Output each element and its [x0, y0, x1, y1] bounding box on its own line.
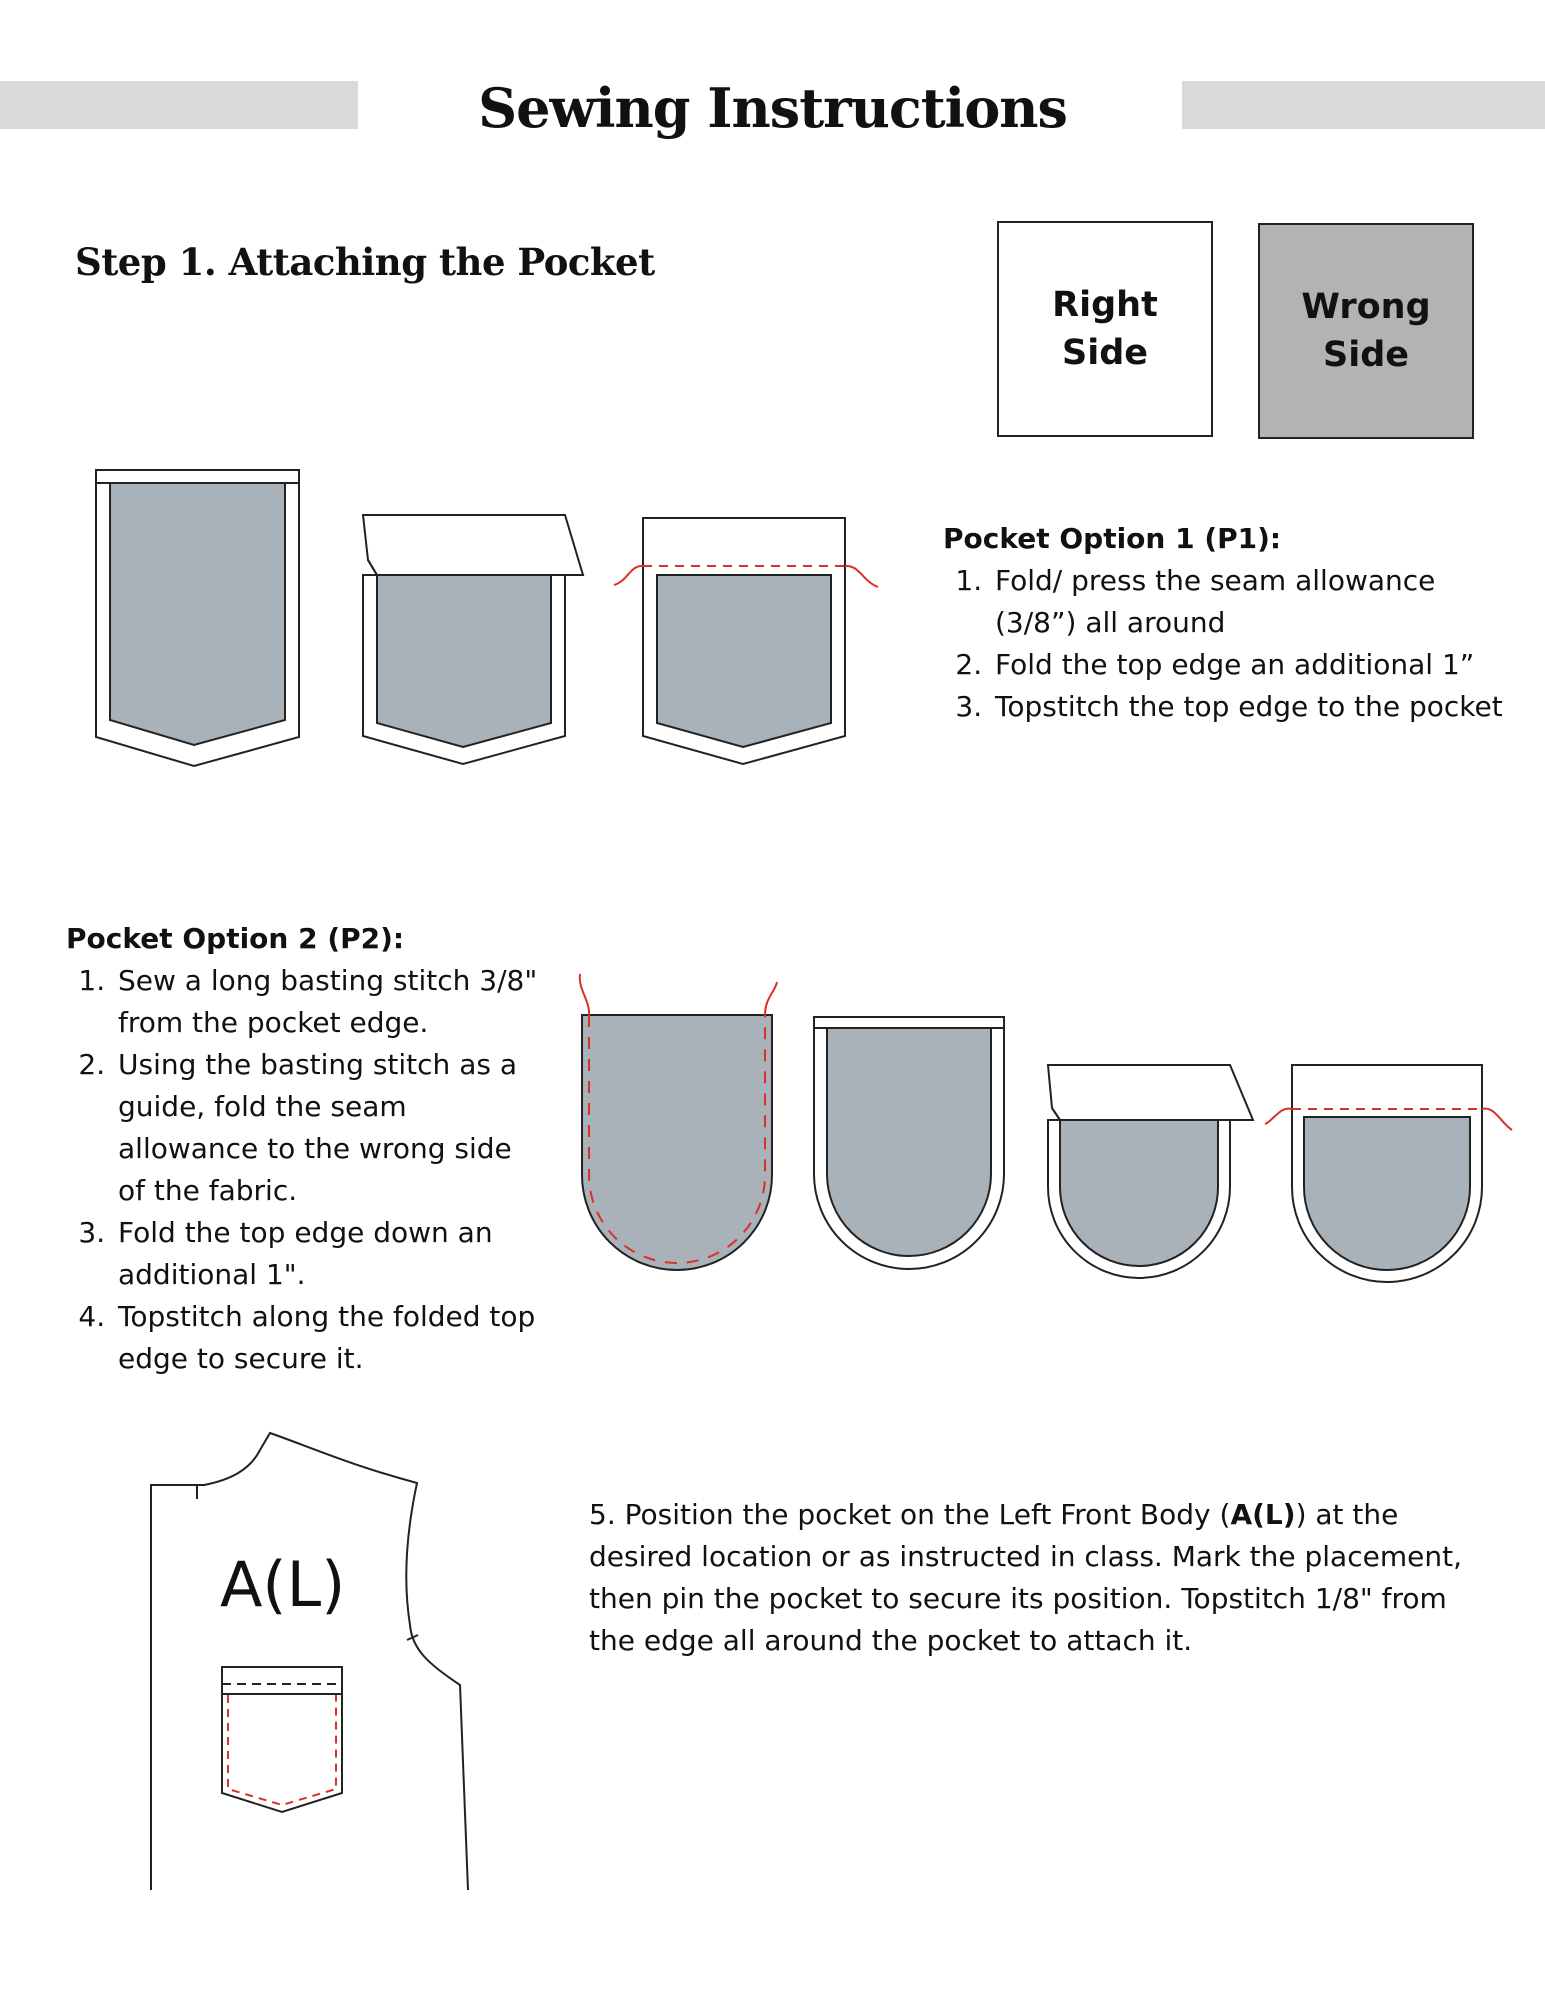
wrong-side-label-line1: Wrong	[1301, 287, 1431, 327]
step-5-piece-code: A(L)	[1230, 1498, 1296, 1531]
page-title: Sewing Instructions	[478, 76, 1068, 140]
pocket-option-1-text: Pocket Option 1 (P1): Fold/ press the se…	[943, 518, 1503, 728]
body-piece-label: A(L)	[220, 1548, 346, 1621]
p2-step: Using the basting stitch as a guide, fol…	[114, 1044, 546, 1212]
p2-diagram-1	[578, 973, 778, 1271]
pocket-placement	[221, 1666, 343, 1814]
p2-diagram-3	[1046, 1064, 1255, 1279]
p1-step: Fold the top edge an additional 1”	[991, 644, 1503, 686]
p2-diagram-4	[1264, 1064, 1513, 1283]
title-bar-left	[0, 81, 358, 129]
p1-step: Topstitch the top edge to the pocket	[991, 686, 1503, 728]
p1-diagram-1	[95, 469, 300, 768]
pocket-option-1-heading: Pocket Option 1 (P1):	[943, 522, 1282, 555]
p2-step: Fold the top edge down an additional 1".	[114, 1212, 546, 1296]
title-bar-right	[1182, 81, 1545, 129]
p1-diagram-3	[613, 517, 879, 766]
wrong-side-label-line2: Side	[1323, 335, 1409, 375]
step-5-suffix: ) at the desired location or as instruct…	[589, 1498, 1462, 1657]
p1-step: Fold/ press the seam allowance (3/8”) al…	[991, 560, 1503, 644]
pocket-option-1-steps: Fold/ press the seam allowance (3/8”) al…	[943, 560, 1503, 728]
right-side-swatch: Right Side	[997, 221, 1213, 437]
p2-diagram-2	[813, 1016, 1005, 1270]
p2-step: Sew a long basting stitch 3/8" from the …	[114, 960, 546, 1044]
p1-diagram-2	[361, 514, 585, 766]
left-front-body-diagram	[150, 1431, 469, 1891]
step-5-prefix: 5. Position the pocket on the Left Front…	[589, 1498, 1231, 1531]
wrong-side-swatch: Wrong Side	[1258, 223, 1474, 439]
p2-step: Topstitch along the folded top edge to s…	[114, 1296, 546, 1380]
step-5-text: 5. Position the pocket on the Left Front…	[589, 1494, 1469, 1662]
pocket-option-2-heading: Pocket Option 2 (P2):	[66, 922, 405, 955]
pocket-option-2-steps: Sew a long basting stitch 3/8" from the …	[66, 960, 546, 1380]
right-side-label-line1: Right	[1052, 285, 1158, 325]
right-side-label-line2: Side	[1062, 333, 1148, 373]
pocket-option-2-text: Pocket Option 2 (P2): Sew a long basting…	[66, 918, 546, 1380]
step-title: Step 1. Attaching the Pocket	[75, 240, 655, 284]
